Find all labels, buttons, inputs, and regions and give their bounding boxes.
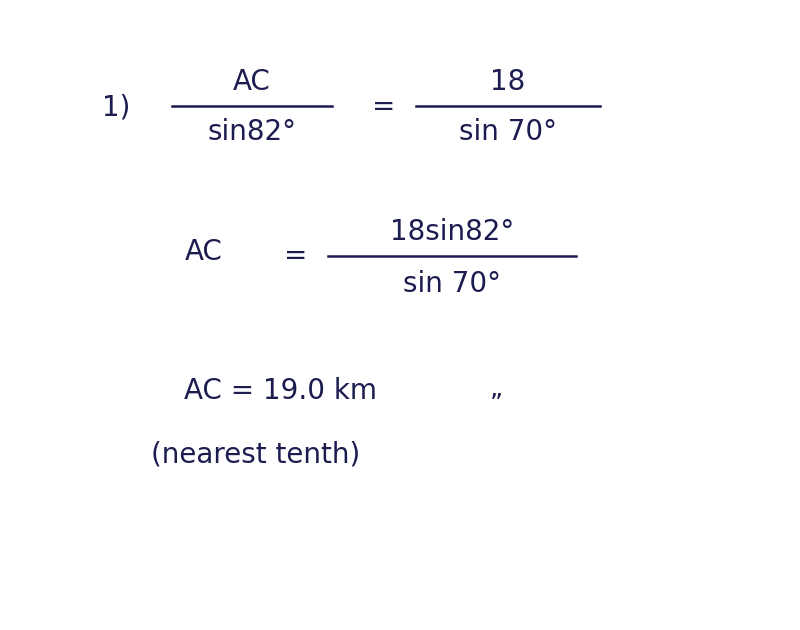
- Text: (nearest tenth): (nearest tenth): [151, 441, 361, 469]
- Text: =: =: [284, 243, 308, 270]
- Text: sin 70°: sin 70°: [459, 118, 557, 146]
- Text: AC = 19.0 km: AC = 19.0 km: [183, 377, 377, 404]
- Text: sin82°: sin82°: [207, 118, 297, 146]
- Text: AC: AC: [233, 68, 271, 96]
- Text: sin 70°: sin 70°: [403, 270, 501, 297]
- Text: ”: ”: [490, 392, 502, 416]
- Text: 1): 1): [102, 93, 130, 121]
- Text: AC: AC: [185, 238, 223, 266]
- Text: 18sin82°: 18sin82°: [390, 218, 514, 246]
- Text: =: =: [372, 93, 396, 121]
- Text: 18: 18: [490, 68, 526, 96]
